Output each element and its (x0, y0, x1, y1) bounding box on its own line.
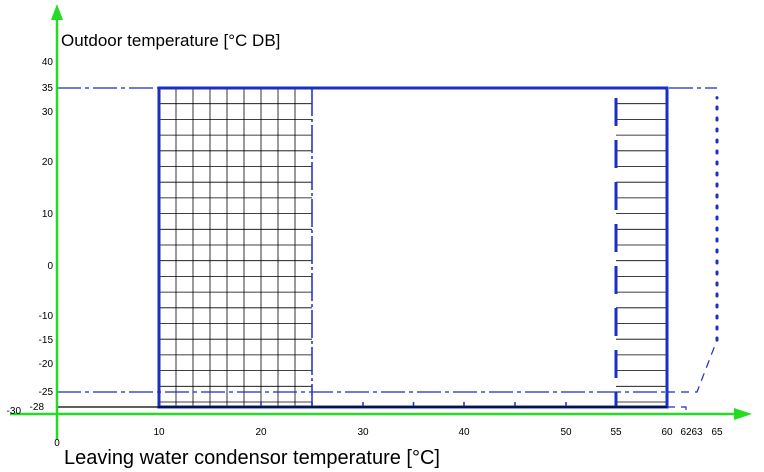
x-tick-label: 63 (691, 427, 703, 438)
x-axis-label: Leaving water condensor temperature [°C] (64, 447, 440, 469)
x-tick-label: 60 (661, 427, 673, 438)
x-tick-label: 55 (610, 427, 622, 438)
operating-range-boundary (157, 86, 669, 409)
y-tick-label: -28 (30, 402, 45, 413)
y-tick-label: -15 (39, 335, 54, 346)
boundary-lines (57, 86, 719, 411)
x-tick-label: 10 (153, 427, 165, 438)
y-tick-label: -10 (39, 311, 54, 322)
y-tick-label: 0 (47, 261, 53, 272)
x-tick-label: 50 (560, 427, 572, 438)
y-tick-label: 20 (42, 157, 54, 168)
x-origin-label: 0 (54, 438, 60, 449)
y-tick-label: 35 (42, 83, 54, 94)
y-tick-label: 30 (42, 107, 54, 118)
y-tick-label: 40 (42, 57, 54, 68)
x-tick-label: 20 (255, 427, 267, 438)
y-tick-label: -20 (39, 359, 54, 370)
x-axis-arrow-icon (734, 408, 752, 420)
y-tick-label: 10 (42, 209, 54, 220)
y-axis-arrow-icon (51, 4, 63, 20)
boundary-line-dashed (667, 339, 718, 393)
boundary-line-dashed (667, 406, 687, 411)
tick-labels: 10 20 30 40 50 55 60 62 63 65 0 40 35 30 20 10 0 -10 -15 -2… (7, 57, 723, 449)
y-axis-label: Outdoor temperature [°C DB] (61, 31, 280, 50)
y-tick-label: -30 (7, 406, 22, 417)
x-tick-label: 30 (357, 427, 369, 438)
x-tick-label: 40 (458, 427, 470, 438)
x-tick-label: 65 (711, 427, 723, 438)
hatched-regions (159, 88, 667, 407)
axes (10, 4, 752, 440)
y-tick-label: -25 (39, 387, 54, 398)
x-tick-label: 62 (680, 427, 692, 438)
